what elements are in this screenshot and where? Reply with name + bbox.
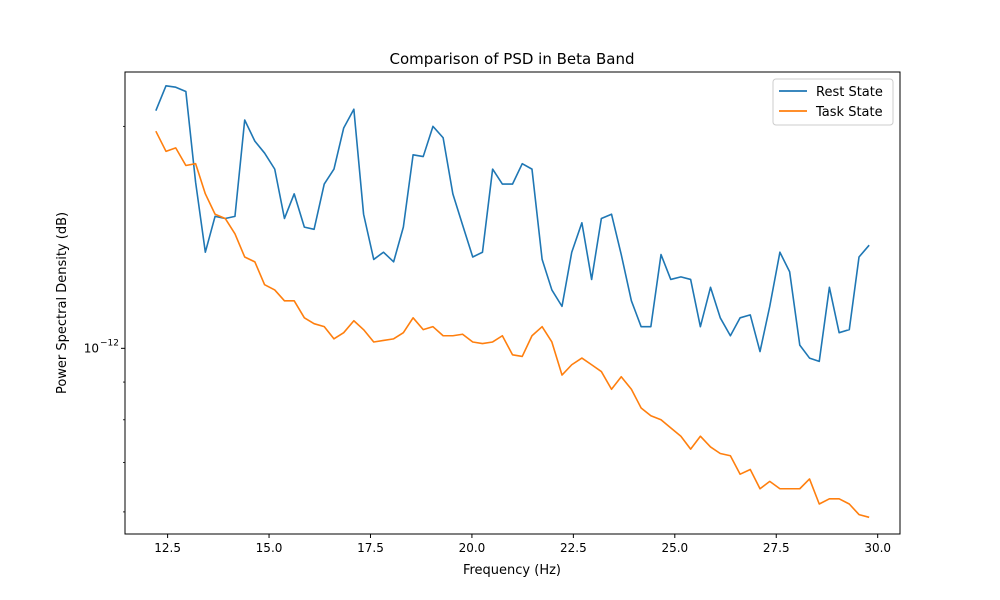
x-tick-label: 25.0 — [661, 541, 688, 555]
x-tick-label: 22.5 — [560, 541, 587, 555]
y-axis-label: Power Spectral Density (dB) — [55, 212, 70, 394]
series-line-rest-state — [155, 85, 870, 363]
x-axis-label: Frequency (Hz) — [463, 563, 561, 578]
x-tick-label: 27.5 — [763, 541, 790, 555]
series-line-task-state — [155, 130, 870, 519]
x-tick-label: 12.5 — [154, 541, 181, 555]
legend-label: Task State — [815, 105, 883, 120]
y-tick-label-exponent: −12 — [100, 338, 119, 348]
y-axis-ticks: 10 −12 — [84, 125, 125, 513]
y-tick-label: 10 — [84, 341, 99, 355]
x-tick-label: 15.0 — [256, 541, 283, 555]
x-tick-label: 17.5 — [357, 541, 384, 555]
legend: Rest State Task State — [772, 78, 894, 126]
plot-frame — [124, 71, 901, 535]
x-tick-label: 30.0 — [864, 541, 891, 555]
x-tick-label: 20.0 — [459, 541, 486, 555]
series-lines — [155, 85, 870, 519]
legend-label: Rest State — [816, 85, 883, 100]
x-axis-ticks: 12.5 15.0 17.5 20.0 22.5 25.0 27.5 30.0 — [154, 534, 891, 555]
chart-title: Comparison of PSD in Beta Band — [389, 50, 634, 68]
